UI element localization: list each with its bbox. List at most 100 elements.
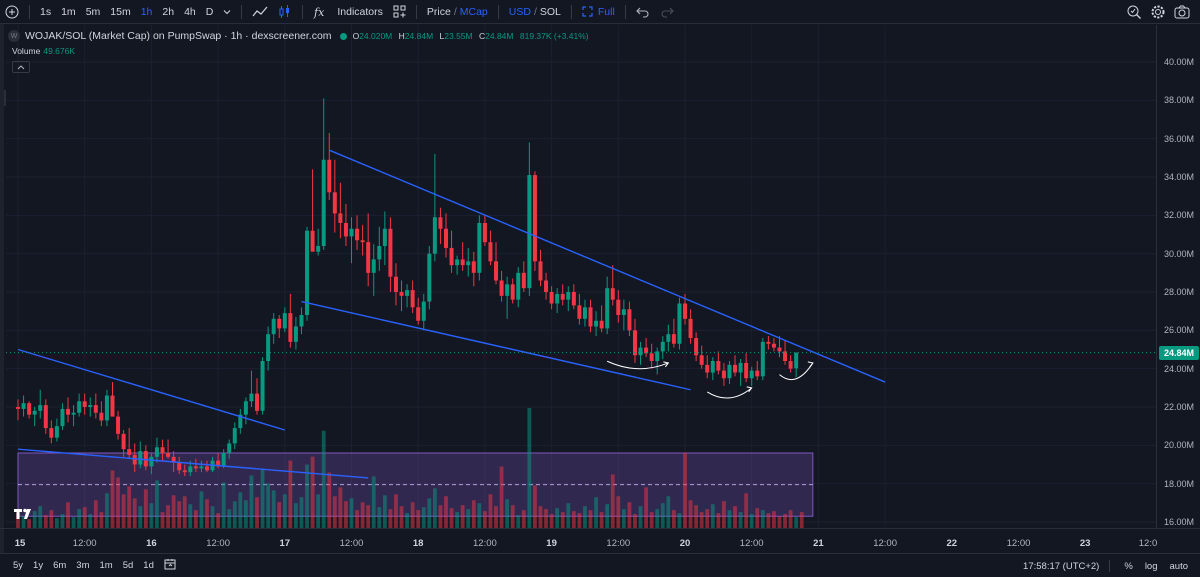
range-5y[interactable]: 5y: [13, 560, 24, 571]
candle-body: [232, 428, 237, 444]
log-toggle[interactable]: log: [1144, 560, 1158, 572]
arrow-annotation-head: [663, 361, 670, 368]
candle-body: [527, 175, 532, 289]
volume-bar: [149, 503, 154, 528]
range-1y[interactable]: 1y: [33, 560, 44, 571]
candle-body: [560, 293, 565, 300]
candle-body: [427, 253, 432, 302]
candles-chart-type-icon[interactable]: [273, 0, 297, 24]
volume-bar: [132, 498, 137, 528]
interval-2h[interactable]: 2h: [162, 5, 175, 18]
candle-body: [21, 403, 26, 409]
volume-bar: [671, 510, 676, 528]
full-button[interactable]: Full: [597, 5, 615, 18]
range-6m[interactable]: 6m: [53, 560, 67, 571]
toolbar-divider: [302, 4, 304, 19]
candle-body: [193, 466, 198, 469]
volume-bar: [488, 494, 493, 528]
quick-search-icon[interactable]: [1126, 4, 1142, 20]
mcap-option[interactable]: MCap: [459, 5, 488, 18]
arrow-annotation-head: [746, 386, 753, 393]
auto-toggle[interactable]: auto: [1169, 560, 1189, 572]
time-tick-label: 22: [946, 538, 958, 549]
price-scale[interactable]: 24.84M 40.00M 38.00M 36.00M 34.00M 32.00M 30.…: [1156, 25, 1200, 528]
price-option[interactable]: Price: [426, 5, 451, 18]
time-tick-label: 16: [146, 538, 157, 549]
time-scale[interactable]: 15 12:00 16 12:00 17 12:00 18 12:00 19 12:00 20 12:…: [0, 528, 1200, 552]
interval-15m[interactable]: 15m: [110, 5, 131, 18]
candle-body: [655, 351, 660, 361]
volume-bar: [193, 510, 198, 528]
percent-toggle[interactable]: %: [1124, 560, 1133, 572]
candle-body: [621, 309, 626, 315]
volume-bar: [738, 512, 743, 528]
usd-option[interactable]: USD: [508, 5, 531, 18]
candle-body: [410, 290, 415, 308]
range-3m[interactable]: 3m: [76, 560, 90, 571]
goto-date-icon[interactable]: [159, 558, 181, 573]
price-tick-label: 32.00M: [1163, 210, 1194, 221]
tradingview-logo-icon[interactable]: [14, 508, 34, 522]
settings-gear-icon[interactable]: [1150, 4, 1166, 20]
snapshot-camera-icon[interactable]: [1174, 5, 1190, 19]
volume-label[interactable]: Volume: [12, 46, 41, 56]
candle-body: [688, 318, 693, 338]
volume-bar: [694, 505, 699, 528]
clock-timezone[interactable]: 17:58:17 (UTC+2): [1023, 560, 1100, 572]
indicators-button[interactable]: Indicators: [337, 5, 383, 18]
price-tick-label: 36.00M: [1163, 133, 1194, 144]
time-tick-label: 12:00: [606, 538, 631, 549]
volume-bar: [527, 408, 532, 528]
candle-body: [632, 330, 637, 356]
collapse-legend-button[interactable]: [12, 61, 30, 73]
volume-bar: [644, 487, 648, 528]
volume-bar: [655, 509, 660, 528]
sol-option[interactable]: SOL: [539, 5, 561, 18]
volume-bar: [32, 511, 37, 528]
drawing-rail-handle[interactable]: [4, 90, 6, 106]
volume-bar: [66, 502, 70, 528]
add-symbol-icon[interactable]: [0, 0, 24, 24]
candle-body: [783, 351, 788, 361]
interval-1h[interactable]: 1h: [140, 5, 153, 18]
volume-bar: [160, 512, 165, 528]
candle-body: [143, 451, 148, 467]
volume-bar: [444, 496, 448, 528]
range-1d[interactable]: 1d: [143, 560, 154, 571]
interval-4h[interactable]: 4h: [184, 5, 196, 18]
interval-5m[interactable]: 5m: [85, 5, 101, 18]
chevron-down-icon[interactable]: [218, 0, 236, 24]
line-chart-type-icon[interactable]: [247, 0, 273, 24]
volume-bar: [21, 516, 26, 528]
volume-bar: [477, 503, 482, 528]
undo-icon[interactable]: [631, 0, 655, 24]
symbol-title[interactable]: WOJAK/SOL (Market Cap) on PumpSwap · 1h …: [25, 30, 332, 42]
range-1m[interactable]: 1m: [99, 560, 113, 571]
price-tick-label: 20.00M: [1163, 440, 1194, 451]
candle-body: [555, 293, 560, 304]
volume-bar: [77, 509, 82, 528]
volume-bar: [371, 476, 376, 528]
candle-body: [760, 341, 765, 377]
candle-body: [160, 447, 165, 453]
interval-d[interactable]: D: [205, 5, 214, 18]
fullscreen-icon[interactable]: [577, 0, 598, 24]
price-mcap-toggle[interactable]: Price / MCap: [422, 0, 493, 24]
candle-body: [255, 393, 260, 411]
interval-1m[interactable]: 1m: [61, 5, 76, 18]
range-5d[interactable]: 5d: [122, 560, 134, 571]
currency-toggle[interactable]: USD / SOL: [504, 0, 566, 24]
redo-icon[interactable]: [655, 0, 679, 24]
candle-body: [227, 443, 232, 453]
candlestick-chart[interactable]: [6, 25, 1156, 528]
candle-body: [666, 334, 671, 342]
layouts-icon[interactable]: [388, 0, 411, 24]
volume-bar: [566, 503, 571, 528]
volume-bar: [82, 507, 87, 528]
volume-bar: [205, 499, 209, 528]
indicators-icon[interactable]: fx: [308, 0, 332, 24]
interval-1s[interactable]: 1s: [40, 5, 52, 18]
volume-bar: [349, 498, 354, 528]
volume-bar: [610, 474, 615, 528]
candle-body: [749, 370, 754, 379]
